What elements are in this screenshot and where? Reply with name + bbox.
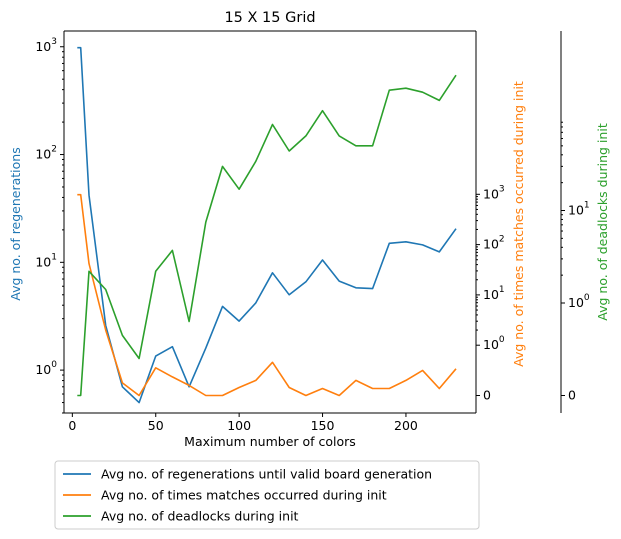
left-tick-label: 102: [35, 144, 57, 161]
series-line-1: [77, 46, 457, 404]
x-axis-label: Maximum number of colors: [184, 434, 356, 449]
right2-tick-label: 0: [568, 387, 576, 402]
right1-tick-label: 101: [483, 284, 505, 301]
left-tick-label: 100: [35, 360, 57, 377]
x-tick-label: 200: [394, 418, 418, 433]
right2-axis-label: Avg no. of deadlocks during init: [595, 123, 610, 321]
left-axis-label: Avg no. of regenerations: [8, 147, 23, 301]
legend-label-1: Avg no. of regenerations until valid boa…: [101, 467, 432, 482]
right1-axis-label: Avg no. of times matches occurred during…: [511, 81, 526, 367]
right1-tick-label: 102: [483, 234, 505, 251]
x-tick-label: 150: [311, 418, 335, 433]
x-tick-label: 50: [148, 418, 164, 433]
right1-tick-label: 103: [483, 184, 505, 201]
right2-tick-label: 101: [568, 200, 590, 217]
legend-box: [54, 460, 480, 530]
left-tick-label: 101: [35, 252, 57, 269]
x-tick-label: 100: [227, 418, 251, 433]
right1-tick-label: 0: [483, 387, 491, 402]
legend-label-2: Avg no. of times matches occurred during…: [101, 488, 387, 503]
series-line-3: [77, 74, 457, 397]
right1-tick-label: 100: [483, 335, 505, 352]
chart-title: 15 X 15 Grid: [224, 10, 315, 26]
legend-label-3: Avg no. of deadlocks during init: [101, 509, 299, 524]
series-line-2: [77, 193, 457, 397]
x-tick-label: 0: [68, 418, 76, 433]
right2-tick-label: 100: [568, 293, 590, 310]
left-tick-label: 103: [35, 36, 57, 53]
